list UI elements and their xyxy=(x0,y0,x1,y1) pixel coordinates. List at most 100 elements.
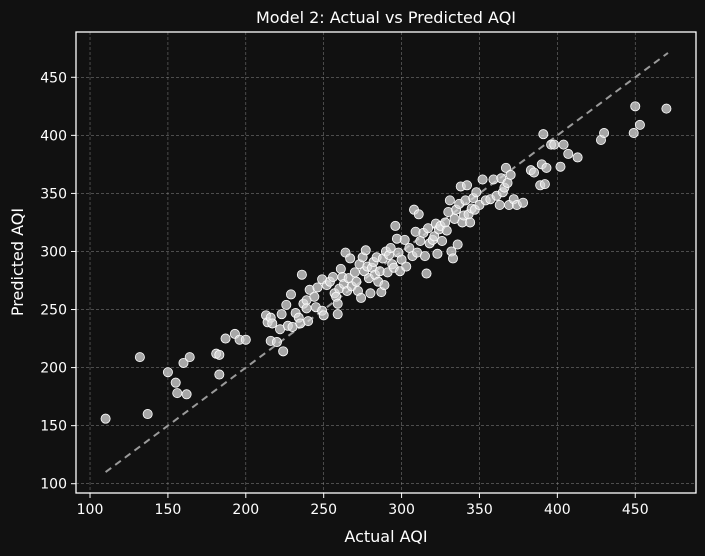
chart-title: Model 2: Actual vs Predicted AQI xyxy=(256,8,516,27)
data-point xyxy=(661,103,672,114)
data-point xyxy=(518,197,529,208)
data-point xyxy=(100,413,111,424)
data-point xyxy=(134,352,145,363)
data-point xyxy=(379,280,390,291)
data-point xyxy=(184,352,195,363)
data-point xyxy=(278,346,289,357)
data-point xyxy=(312,282,323,293)
x-axis-label: Actual AQI xyxy=(344,527,427,546)
data-point xyxy=(349,267,360,278)
data-point xyxy=(465,217,476,228)
data-point xyxy=(172,388,183,399)
data-point xyxy=(528,167,539,178)
data-point xyxy=(437,236,448,247)
y-tick-label: 350 xyxy=(40,186,67,202)
data-point xyxy=(385,242,396,253)
data-point xyxy=(419,251,430,262)
data-point xyxy=(240,334,251,345)
data-point xyxy=(162,367,173,378)
data-point xyxy=(477,174,488,185)
reference-line-layer xyxy=(105,52,669,473)
data-point xyxy=(332,309,343,320)
data-point xyxy=(452,239,463,250)
data-point xyxy=(539,179,550,190)
y-tick-label: 300 xyxy=(40,244,67,260)
x-tick-label: 150 xyxy=(155,502,182,518)
data-point xyxy=(142,409,153,420)
x-tick-label: 350 xyxy=(466,502,493,518)
data-point xyxy=(360,245,371,256)
data-point xyxy=(309,291,320,302)
data-point xyxy=(390,220,401,231)
x-tick-label: 400 xyxy=(544,502,571,518)
reference-line xyxy=(105,52,669,473)
data-point xyxy=(471,187,482,198)
data-point xyxy=(628,128,639,139)
y-axis-ticks: 100 150 200 250 300 350 400 450 xyxy=(40,70,76,493)
data-point xyxy=(318,310,329,321)
data-point xyxy=(303,316,314,327)
data-point xyxy=(365,288,376,299)
data-point xyxy=(634,119,645,130)
data-point xyxy=(444,195,455,206)
data-point xyxy=(396,254,407,265)
data-point xyxy=(296,269,307,280)
data-points xyxy=(100,101,672,424)
data-point xyxy=(301,303,312,314)
data-point xyxy=(328,272,339,283)
data-point xyxy=(214,349,225,360)
data-point xyxy=(541,162,552,173)
data-point xyxy=(572,152,583,163)
data-point xyxy=(500,162,511,173)
y-tick-label: 450 xyxy=(40,70,67,86)
data-point xyxy=(178,357,189,368)
data-point xyxy=(181,389,192,400)
data-point xyxy=(555,161,566,172)
x-tick-label: 100 xyxy=(77,502,104,518)
data-point xyxy=(356,292,367,303)
data-point xyxy=(220,333,231,344)
data-point xyxy=(276,309,287,320)
data-point xyxy=(332,298,343,309)
data-point xyxy=(630,101,641,112)
data-point xyxy=(413,209,424,220)
data-point xyxy=(429,231,440,242)
data-point xyxy=(432,248,443,259)
y-tick-label: 100 xyxy=(40,477,67,493)
data-point xyxy=(335,263,346,274)
x-tick-label: 450 xyxy=(622,502,649,518)
data-point xyxy=(421,268,432,279)
data-point xyxy=(267,318,278,329)
data-point xyxy=(558,139,569,150)
data-point xyxy=(170,377,181,388)
data-point xyxy=(494,200,505,211)
data-point xyxy=(214,369,225,380)
y-tick-label: 150 xyxy=(40,419,67,435)
y-tick-label: 200 xyxy=(40,361,67,377)
data-point xyxy=(599,128,610,139)
data-point xyxy=(281,299,292,310)
y-tick-label: 250 xyxy=(40,303,67,319)
x-tick-label: 250 xyxy=(310,502,337,518)
data-point xyxy=(423,223,434,234)
y-tick-label: 400 xyxy=(40,128,67,144)
y-axis-label: Predicted AQI xyxy=(8,208,27,316)
data-point xyxy=(563,148,574,159)
data-point xyxy=(505,169,516,180)
plot-frame xyxy=(75,31,697,494)
data-point xyxy=(399,234,410,245)
x-axis-ticks: 100 150 200 250 300 350 400 450 xyxy=(77,493,649,518)
data-point xyxy=(401,261,412,272)
x-tick-label: 300 xyxy=(388,502,415,518)
data-point xyxy=(441,225,452,236)
grid-lines xyxy=(76,32,696,493)
data-point xyxy=(351,276,362,287)
data-point xyxy=(538,129,549,140)
data-point xyxy=(462,180,473,191)
x-tick-label: 200 xyxy=(232,502,259,518)
data-point xyxy=(345,253,356,264)
data-point xyxy=(271,337,282,348)
data-point xyxy=(440,217,451,228)
